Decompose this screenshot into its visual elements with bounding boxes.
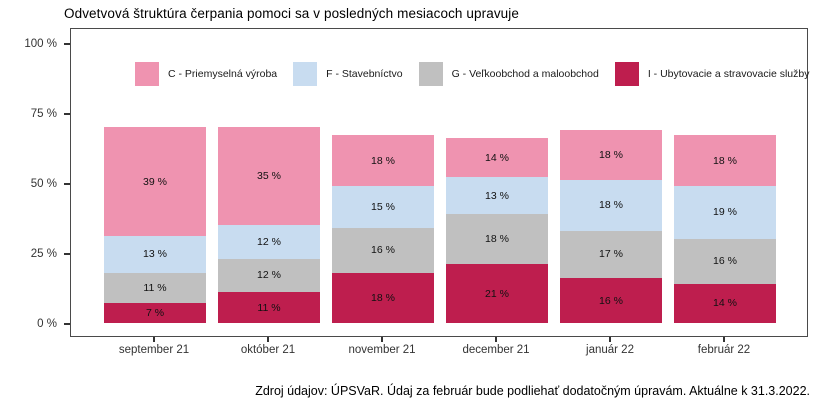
bar-group: 7 % 11 % 13 % 39 % [104, 27, 206, 323]
bar-value-label: 13 % [485, 189, 509, 202]
x-tick-label: november 21 [348, 344, 416, 356]
bar-value-label: 39 % [143, 175, 167, 188]
bar-value-label: 21 % [485, 287, 509, 300]
bar-value-label: 19 % [713, 206, 737, 219]
chart-title: Odvetvová štruktúra čerpania pomoci sa v… [64, 6, 519, 21]
bar-value-label: 18 % [713, 154, 737, 167]
legend-swatch [135, 62, 159, 86]
bar-group: 11 % 12 % 12 % 35 % [218, 27, 320, 323]
legend-label: I - Ubytovacie a stravovacie služby [647, 68, 810, 80]
y-tick-label: 50 % [30, 178, 57, 190]
bar-group: 21 % 18 % 13 % 14 % [446, 27, 548, 323]
x-tick-mark [609, 337, 611, 342]
y-tick-mark [64, 253, 70, 255]
bar-group: 18 % 16 % 15 % 18 % [332, 27, 434, 323]
legend-swatch [418, 62, 443, 86]
bar-value-label: 11 % [143, 282, 167, 294]
legend: C - Priemyselná výroba F - Stavebníctvo G … [135, 62, 809, 86]
bar-segment: 18 % [560, 129, 662, 181]
legend-label: C - Priemyselná výroba [168, 68, 278, 80]
x-tick-label: september 21 [118, 344, 190, 356]
bar-segment: 39 % [104, 127, 206, 237]
x-tick-mark [381, 337, 383, 342]
bar-value-label: 14 % [485, 151, 509, 164]
bar-segment: 11 % [218, 292, 320, 323]
bar-segment: 18 % [560, 180, 662, 231]
y-tick-label: 0 % [37, 318, 57, 330]
bar-value-label: 35 % [257, 170, 281, 182]
bar-value-label: 16 % [599, 294, 623, 307]
bar-value-label: 16 % [371, 244, 395, 257]
legend-item: G - Veľkoobchod a maloobchod [418, 62, 599, 86]
bar-value-label: 18 % [485, 233, 509, 245]
bar-segment: 18 % [332, 272, 434, 323]
bar-segment: 18 % [674, 135, 776, 186]
bar-segment: 16 % [560, 278, 662, 323]
bar-segment: 14 % [446, 138, 548, 178]
source-note: Zdroj údajov: ÚPSVaR. Údaj za február bu… [255, 384, 810, 398]
bar-value-label: 18 % [599, 199, 623, 212]
legend-item: F - Stavebníctvo [293, 62, 403, 86]
x-tick-label: február 22 [697, 344, 751, 356]
x-tick-mark [495, 337, 497, 342]
bar-value-label: 7 % [145, 307, 165, 320]
x-tick-label: január 22 [586, 344, 634, 356]
bar-value-label: 17 % [599, 248, 623, 261]
y-tick-mark [64, 43, 70, 45]
bar-segment: 17 % [560, 230, 662, 279]
bar-segment: 16 % [674, 239, 776, 284]
bar-segment: 11 % [104, 272, 206, 304]
bar-group: 14 % 16 % 19 % 18 % [674, 27, 776, 323]
bar-segment: 16 % [332, 227, 434, 273]
bar-segment: 13 % [104, 236, 206, 273]
bar-value-label: 18 % [371, 154, 395, 167]
legend-swatch [293, 62, 318, 86]
legend-swatch [614, 62, 639, 86]
bar-segment: 18 % [446, 213, 548, 265]
bar-value-label: 18 % [599, 149, 623, 161]
bar-group: 16 % 17 % 18 % 18 % [560, 27, 662, 323]
bar-segment: 13 % [446, 177, 548, 214]
bar-value-label: 12 % [257, 235, 281, 248]
x-tick-mark [723, 337, 725, 342]
x-tick-mark [267, 337, 269, 342]
bar-value-label: 12 % [257, 269, 281, 282]
bar-segment: 7 % [104, 303, 206, 323]
y-tick-label: 25 % [30, 248, 57, 260]
bar-segment: 12 % [218, 225, 320, 259]
y-tick-mark [64, 323, 70, 325]
plot-area: C - Priemyselná výroba F - Stavebníctvo G … [70, 27, 809, 337]
bar-segment: 19 % [674, 185, 776, 239]
legend-label: G - Veľkoobchod a maloobchod [451, 68, 599, 80]
y-tick-label: 100 % [24, 38, 57, 50]
bar-segment: 14 % [674, 283, 776, 323]
bar-segment: 12 % [218, 258, 320, 293]
bar-value-label: 11 % [257, 301, 281, 314]
bar-segment: 18 % [332, 135, 434, 186]
bar-value-label: 14 % [713, 297, 737, 310]
bar-segment: 15 % [332, 185, 434, 228]
y-tick-mark [64, 113, 70, 115]
bar-value-label: 13 % [143, 248, 167, 261]
bar-value-label: 16 % [713, 255, 737, 268]
x-tick-mark [153, 337, 155, 342]
legend-item: I - Ubytovacie a stravovacie služby [614, 62, 810, 86]
legend-label: F - Stavebníctvo [326, 68, 403, 80]
bar-value-label: 15 % [371, 200, 395, 213]
bar-value-label: 18 % [371, 291, 395, 304]
bar-segment: 21 % [446, 264, 548, 323]
legend-item: C - Priemyselná výroba [135, 62, 277, 86]
x-tick-label: október 21 [240, 344, 296, 356]
y-tick-label: 75 % [30, 108, 57, 120]
x-tick-label: december 21 [462, 344, 530, 356]
bar-segment: 35 % [218, 127, 320, 225]
y-tick-mark [64, 183, 70, 185]
